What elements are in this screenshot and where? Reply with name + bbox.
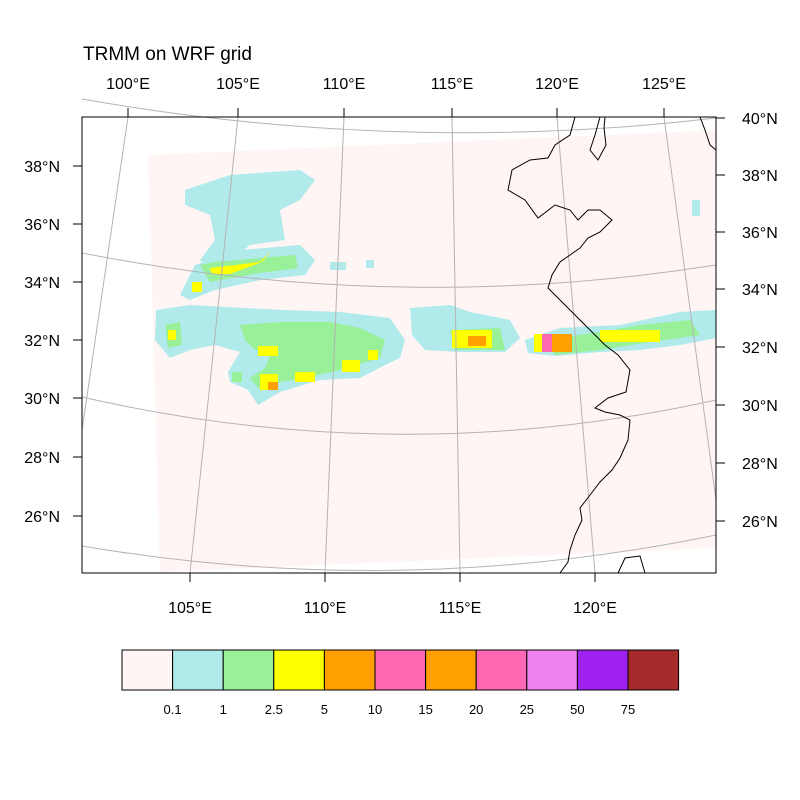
colorbar-swatch — [526, 649, 578, 691]
right-lat-label: 32°N — [742, 340, 778, 357]
left-lat-label: 32°N — [24, 333, 60, 350]
colorbar-label: 10 — [367, 702, 383, 717]
bottom-lon-label: 120°E — [573, 600, 617, 617]
precip-patch — [232, 372, 242, 382]
meridian-110e — [324, 116, 345, 574]
precip-patch — [168, 330, 176, 340]
top-axis: 100°E 105°E 110°E 115°E 120°E 125°E — [106, 76, 686, 117]
plot-frame — [81, 116, 717, 574]
right-lat-label: 34°N — [742, 282, 778, 299]
top-lon-label: 120°E — [535, 76, 579, 93]
precip-patch — [210, 250, 272, 274]
parallel-25n — [81, 534, 717, 571]
precip-patch — [240, 322, 385, 390]
left-axis: 26°N 28°N 30°N 32°N 34°N 36°N 38°N — [24, 159, 82, 526]
precip-patch — [192, 282, 202, 292]
left-lat-label: 26°N — [24, 509, 60, 526]
colorbar-swatch — [425, 649, 477, 691]
colorbar-label: 15 — [418, 702, 433, 717]
precip-patch — [295, 372, 315, 382]
precip-patch — [185, 170, 315, 270]
precip-patch — [600, 330, 660, 342]
meridian-125e — [663, 116, 717, 501]
colorbar — [121, 649, 680, 691]
colorbar-swatch — [323, 649, 376, 691]
bottom-lon-label: 105°E — [168, 600, 212, 617]
precip-patch — [268, 382, 278, 390]
colorbar-label: 5 — [320, 702, 329, 717]
meridian-105e — [189, 116, 239, 574]
precip-patch — [368, 350, 378, 360]
right-lat-label: 28°N — [742, 456, 778, 473]
left-lat-label: 34°N — [24, 275, 60, 292]
right-lat-label: 36°N — [742, 225, 778, 242]
top-lon-label: 115°E — [431, 76, 474, 93]
colorbar-label: 50 — [570, 702, 585, 717]
bottom-axis: 105°E 110°E 115°E 120°E — [168, 573, 617, 617]
right-lat-label: 26°N — [742, 514, 778, 531]
coastline-path — [617, 555, 646, 574]
precip-patch — [542, 334, 554, 352]
colorbar-swatch — [475, 649, 528, 691]
meridian-100e — [81, 116, 129, 431]
precip-patch — [366, 260, 374, 268]
colorbar-label: 75 — [620, 702, 636, 717]
bottom-lon-label: 115°E — [439, 600, 482, 617]
bottom-lon-label: 110°E — [304, 600, 347, 617]
coastline-path — [699, 116, 717, 151]
colorbar-label: 25 — [519, 702, 535, 717]
wrf-domain — [148, 130, 716, 572]
colorbar-swatch — [374, 649, 427, 691]
right-lat-label: 38°N — [742, 168, 778, 185]
colorbar-swatch — [627, 649, 680, 691]
precip-patch — [258, 346, 278, 356]
precip-patch — [342, 360, 360, 372]
colorbar-label: 1 — [219, 702, 227, 717]
meridian-115e — [451, 116, 461, 574]
colorbar-label: 0.1 — [163, 702, 182, 717]
coastline — [507, 116, 717, 574]
precip-field — [155, 170, 716, 405]
left-lat-label: 36°N — [24, 217, 60, 234]
map-title: TRMM on WRF grid — [83, 44, 252, 65]
parallel-35n — [81, 252, 717, 288]
left-lat-label: 30°N — [24, 391, 60, 408]
top-lon-label: 110°E — [323, 76, 366, 93]
colorbar-swatch — [222, 649, 275, 691]
right-lat-label: 30°N — [742, 398, 778, 415]
right-lat-label: 40°N — [742, 111, 778, 128]
colorbar-swatch — [273, 649, 325, 691]
right-axis: 26°N 28°N 30°N 32°N 34°N 36°N 38°N 40°N — [716, 111, 778, 531]
parallel-30n — [81, 396, 717, 435]
top-lon-label: 125°E — [642, 76, 686, 93]
graticule — [81, 98, 717, 574]
colorbar-swatch — [576, 649, 629, 691]
left-lat-label: 28°N — [24, 450, 60, 467]
precip-patch — [468, 336, 486, 346]
coastline-path — [589, 116, 607, 161]
colorbar-label: 2.5 — [264, 702, 283, 717]
colorbar-label: 20 — [468, 702, 484, 717]
colorbar-swatch — [172, 649, 224, 691]
left-lat-label: 38°N — [24, 159, 60, 176]
parallel-40n — [81, 98, 717, 134]
precip-patch — [692, 200, 700, 216]
top-lon-label: 100°E — [106, 76, 150, 93]
coastline-path — [507, 116, 631, 574]
colorbar-swatch — [121, 649, 174, 691]
top-lon-label: 105°E — [216, 76, 260, 93]
precip-patch — [552, 334, 572, 352]
